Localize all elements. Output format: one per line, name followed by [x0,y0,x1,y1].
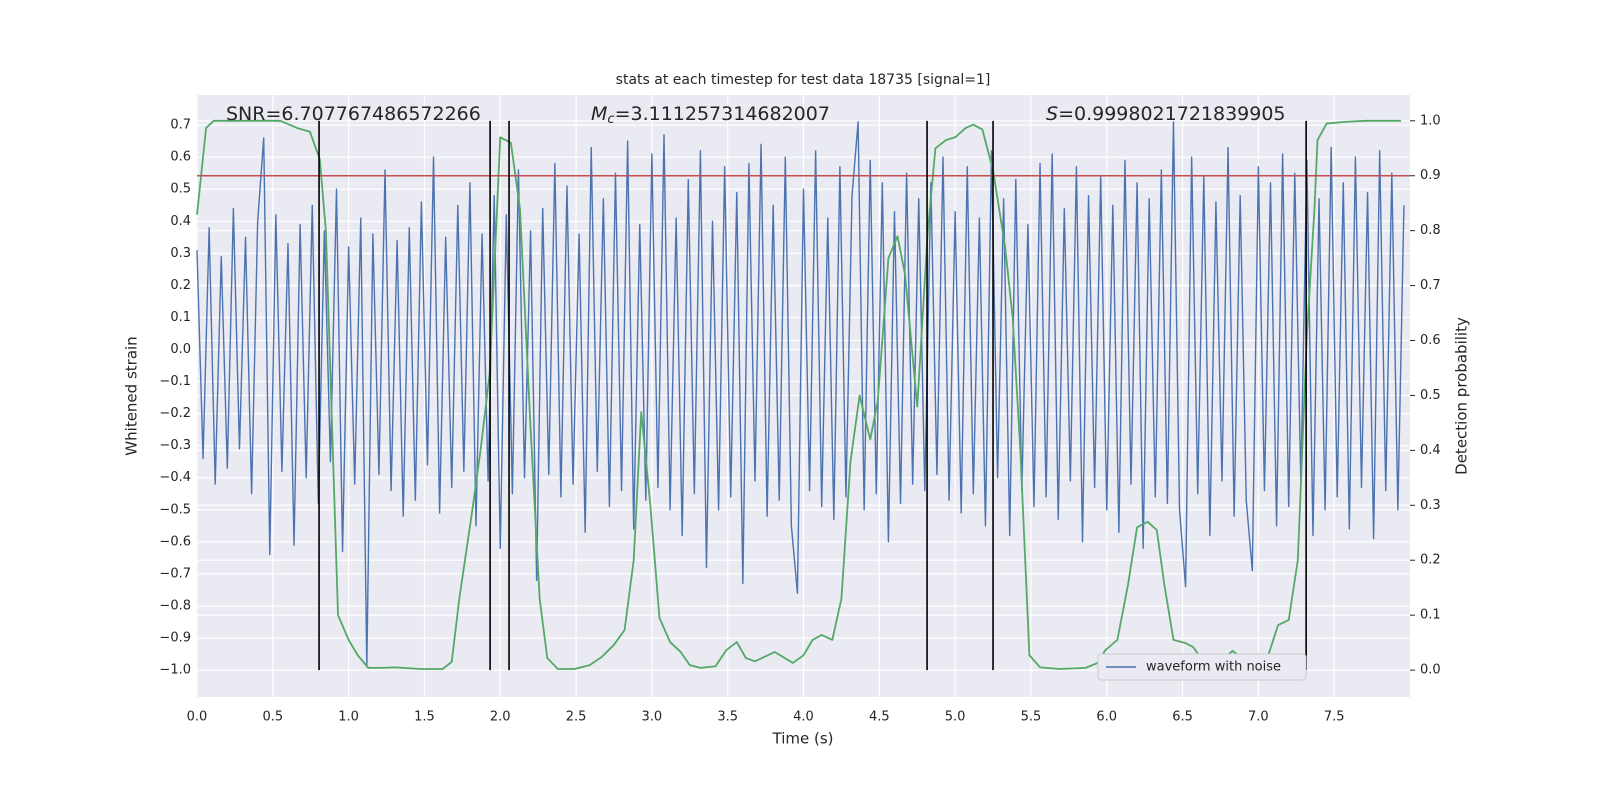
x-tick-label: 7.5 [1324,710,1345,725]
y-tick-label: −0.4 [159,470,191,485]
y2-tick-label: 0.3 [1420,498,1441,513]
series-line [196,121,1405,668]
y-tick-label: −1.0 [159,663,191,678]
y2-tick-label: 0.0 [1420,663,1441,678]
annotation-text: SNR=6.707767486572266 [226,103,481,125]
annotation-text: =0.9998021721839905 [1058,103,1285,125]
x-tick-label: 4.0 [793,710,814,725]
x-tick-label: 2.5 [566,710,587,725]
y-tick-label: 0.5 [170,182,191,197]
x-tick-label: 0.5 [262,710,283,725]
x-axis-label: Time (s) [772,730,834,748]
x-tick-label: 6.0 [1096,710,1117,725]
x-tick-label: 5.0 [945,710,966,725]
y-axis-label: Whitened strain [123,336,141,455]
y2-tick-label: 0.5 [1420,388,1441,403]
y-tick-label: −0.2 [159,406,191,421]
y-tick-label: 0.1 [170,310,191,325]
y-tick-label: 0.2 [170,278,191,293]
annotation-symbol: M [591,103,607,125]
x-tick-label: 5.5 [1021,710,1042,725]
y-tick-label: 0.6 [170,150,191,165]
y-tick-label: −0.9 [159,631,191,646]
legend-box [1097,653,1307,681]
y-tick-label: 0.0 [170,342,191,357]
x-tick-label: 7.0 [1248,710,1269,725]
y-tick-label: 0.3 [170,246,191,261]
x-tick-label: 6.5 [1172,710,1193,725]
y-tick-label: −0.7 [159,566,191,581]
legend-label: waveform with noise [1146,660,1281,675]
x-tick-label: 1.0 [338,710,359,725]
x-tick-label: 0.0 [187,710,208,725]
y-tick-label: −0.3 [159,438,191,453]
y2-tick-label: 0.2 [1420,553,1441,568]
chart-title: stats at each timestep for test data 187… [616,72,991,88]
y-tick-label: −0.5 [159,502,191,517]
y-tick-label: −0.6 [159,534,191,549]
y-tick-label: 0.7 [170,118,191,133]
x-tick-label: 3.0 [642,710,663,725]
x-tick-label: 4.5 [869,710,890,725]
annotation: Mc=3.111257314682007 [591,103,830,127]
y2-axis-label: Detection probability [1453,317,1471,475]
x-tick-label: 1.5 [414,710,435,725]
y2-tick-label: 0.9 [1420,168,1441,183]
x-tick-label: 3.5 [717,710,738,725]
y-tick-label: −0.8 [159,598,191,613]
annotation: SNR=6.707767486572266 [226,103,481,125]
legend: waveform with noise [1097,653,1307,681]
y2-tick-label: 0.4 [1420,443,1441,458]
y2-tick-label: 0.7 [1420,278,1441,293]
y-tick-label: −0.1 [159,374,191,389]
y-tick-label: 0.4 [170,214,191,229]
y2-tick-label: 1.0 [1420,113,1441,128]
x-tick-label: 2.0 [490,710,511,725]
annotation-subscript: c [607,112,614,127]
y2-tick-label: 0.6 [1420,333,1441,348]
annotation-text: =3.111257314682007 [615,103,830,125]
y2-tick-label: 0.8 [1420,223,1441,238]
y2-tick-label: 0.1 [1420,608,1441,623]
annotation-symbol: S [1046,103,1058,125]
annotation: S=0.9998021721839905 [1046,103,1286,125]
